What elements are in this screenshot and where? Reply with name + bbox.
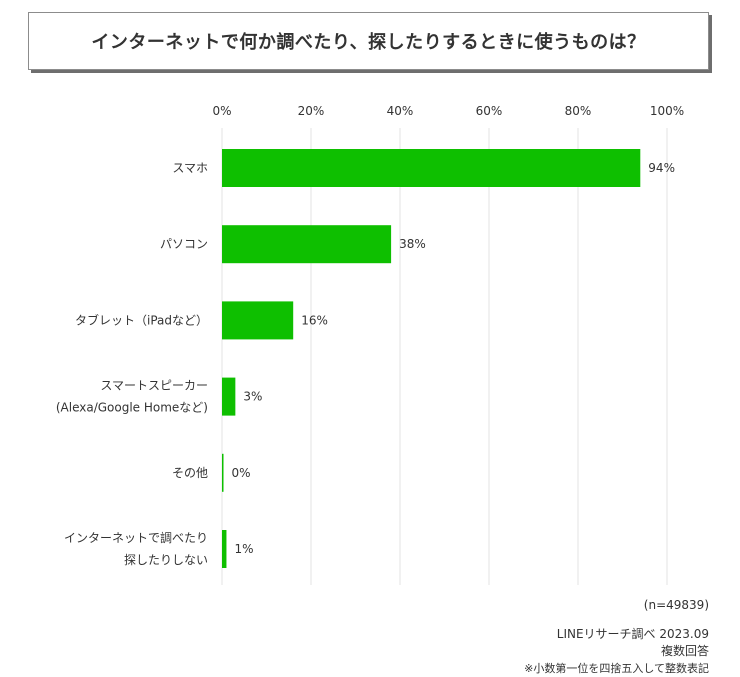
data-label: 3% (243, 390, 262, 404)
bar (222, 301, 294, 340)
data-label: 38% (399, 237, 426, 251)
category-label: インターネットで調べたり (64, 531, 208, 545)
x-tick-label: 40% (387, 104, 414, 118)
bar (222, 149, 641, 187)
category-label: スマートスピーカー (100, 379, 208, 393)
x-tick-label: 80% (565, 104, 592, 118)
chart-title: インターネットで何か調べたり、探したりするときに使うものは？ (91, 32, 646, 53)
data-label: 1% (234, 542, 253, 556)
x-tick-label: 60% (476, 104, 503, 118)
answer-type-note: 複数回答 (660, 644, 709, 658)
x-tick-label: 100% (650, 104, 684, 118)
bar (222, 225, 392, 264)
category-label: スマホ (172, 161, 208, 175)
rounding-note: ※小数第一位を四捨五入して整数表記 (524, 662, 709, 675)
x-tick-label: 0% (212, 104, 231, 118)
category-label: (Alexa/Google Homeなど) (56, 401, 208, 415)
sample-size-note: (n=49839) (643, 598, 709, 612)
category-label: パソコン (160, 237, 208, 251)
category-label: その他 (172, 466, 208, 480)
chart-title-box: インターネットで何か調べたり、探したりするときに使うものは？ (28, 12, 709, 70)
data-label: 94% (648, 161, 675, 175)
category-label: 探したりしない (124, 553, 208, 567)
data-label: 0% (232, 466, 251, 480)
bar (222, 453, 224, 492)
bar (222, 377, 236, 416)
bar (222, 530, 227, 568)
category-label: タブレット（iPadなど） (75, 312, 208, 327)
data-label: 16% (301, 313, 328, 327)
x-tick-label: 20% (298, 104, 325, 118)
source-note: LINEリサーチ調べ 2023.09 (556, 627, 709, 641)
